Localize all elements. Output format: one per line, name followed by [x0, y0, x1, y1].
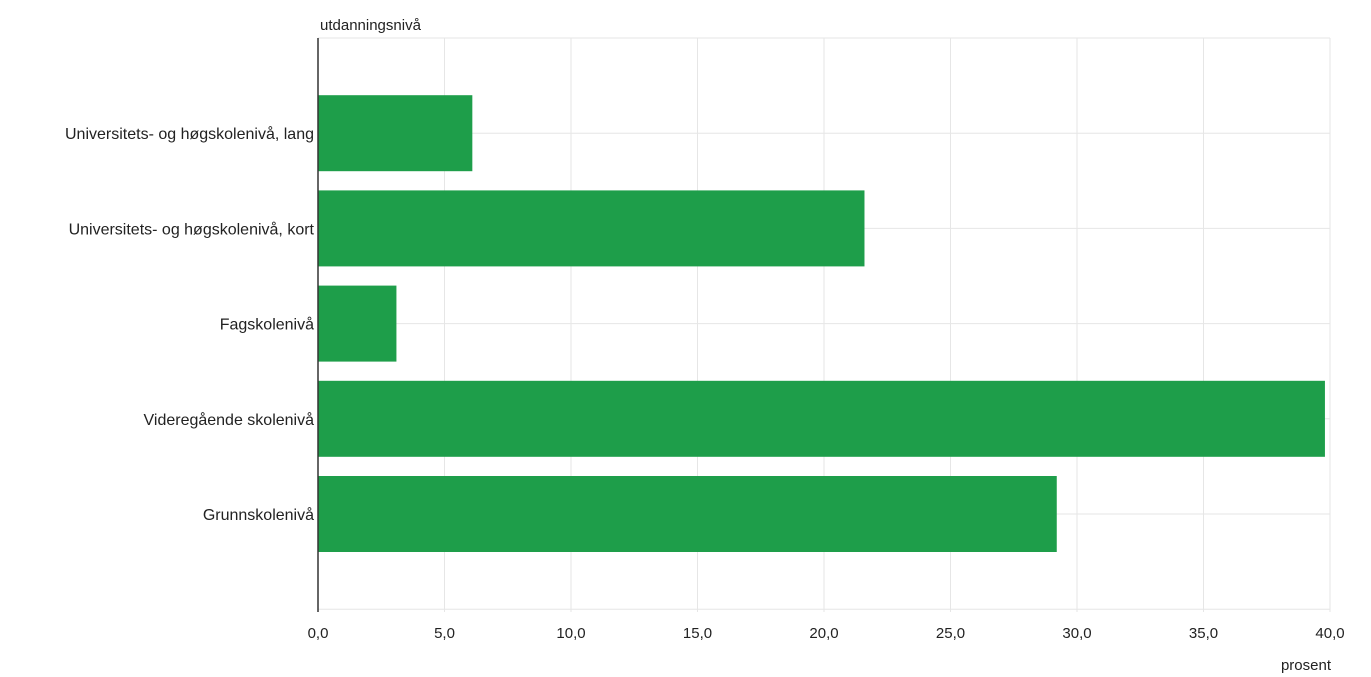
- x-tick-label: 35,0: [1189, 625, 1218, 642]
- bars: [318, 95, 1325, 552]
- x-tick-label: 0,0: [308, 625, 329, 642]
- x-axis-title: prosent: [1281, 657, 1332, 674]
- x-tick-label: 10,0: [556, 625, 585, 642]
- category-label: Universitets- og høgskolenivå, lang: [65, 125, 314, 143]
- x-tick-label: 15,0: [683, 625, 712, 642]
- x-tick-label: 30,0: [1062, 625, 1091, 642]
- category-labels: Universitets- og høgskolenivå, lang Unive…: [65, 125, 315, 524]
- bar: [318, 95, 473, 172]
- category-label: Grunnskolenivå: [203, 506, 314, 524]
- category-label: Universitets- og høgskolenivå, kort: [69, 220, 315, 238]
- bar: [318, 476, 1057, 552]
- bar: [318, 380, 1325, 457]
- x-tick-label: 40,0: [1315, 625, 1344, 642]
- x-tick-label: 20,0: [809, 625, 838, 642]
- x-tick-labels: 0,0 5,0 10,0 15,0 20,0 25,0 30,0 35,0 40,0: [308, 625, 1345, 642]
- bar: [318, 190, 865, 267]
- category-label: Fagskolenivå: [220, 316, 314, 334]
- y-axis-title: utdanningsnivå: [320, 17, 422, 34]
- x-tick-label: 5,0: [434, 625, 455, 642]
- category-label: Videregående skolenivå: [144, 411, 315, 429]
- bar: [318, 285, 397, 362]
- x-tick-label: 25,0: [936, 625, 965, 642]
